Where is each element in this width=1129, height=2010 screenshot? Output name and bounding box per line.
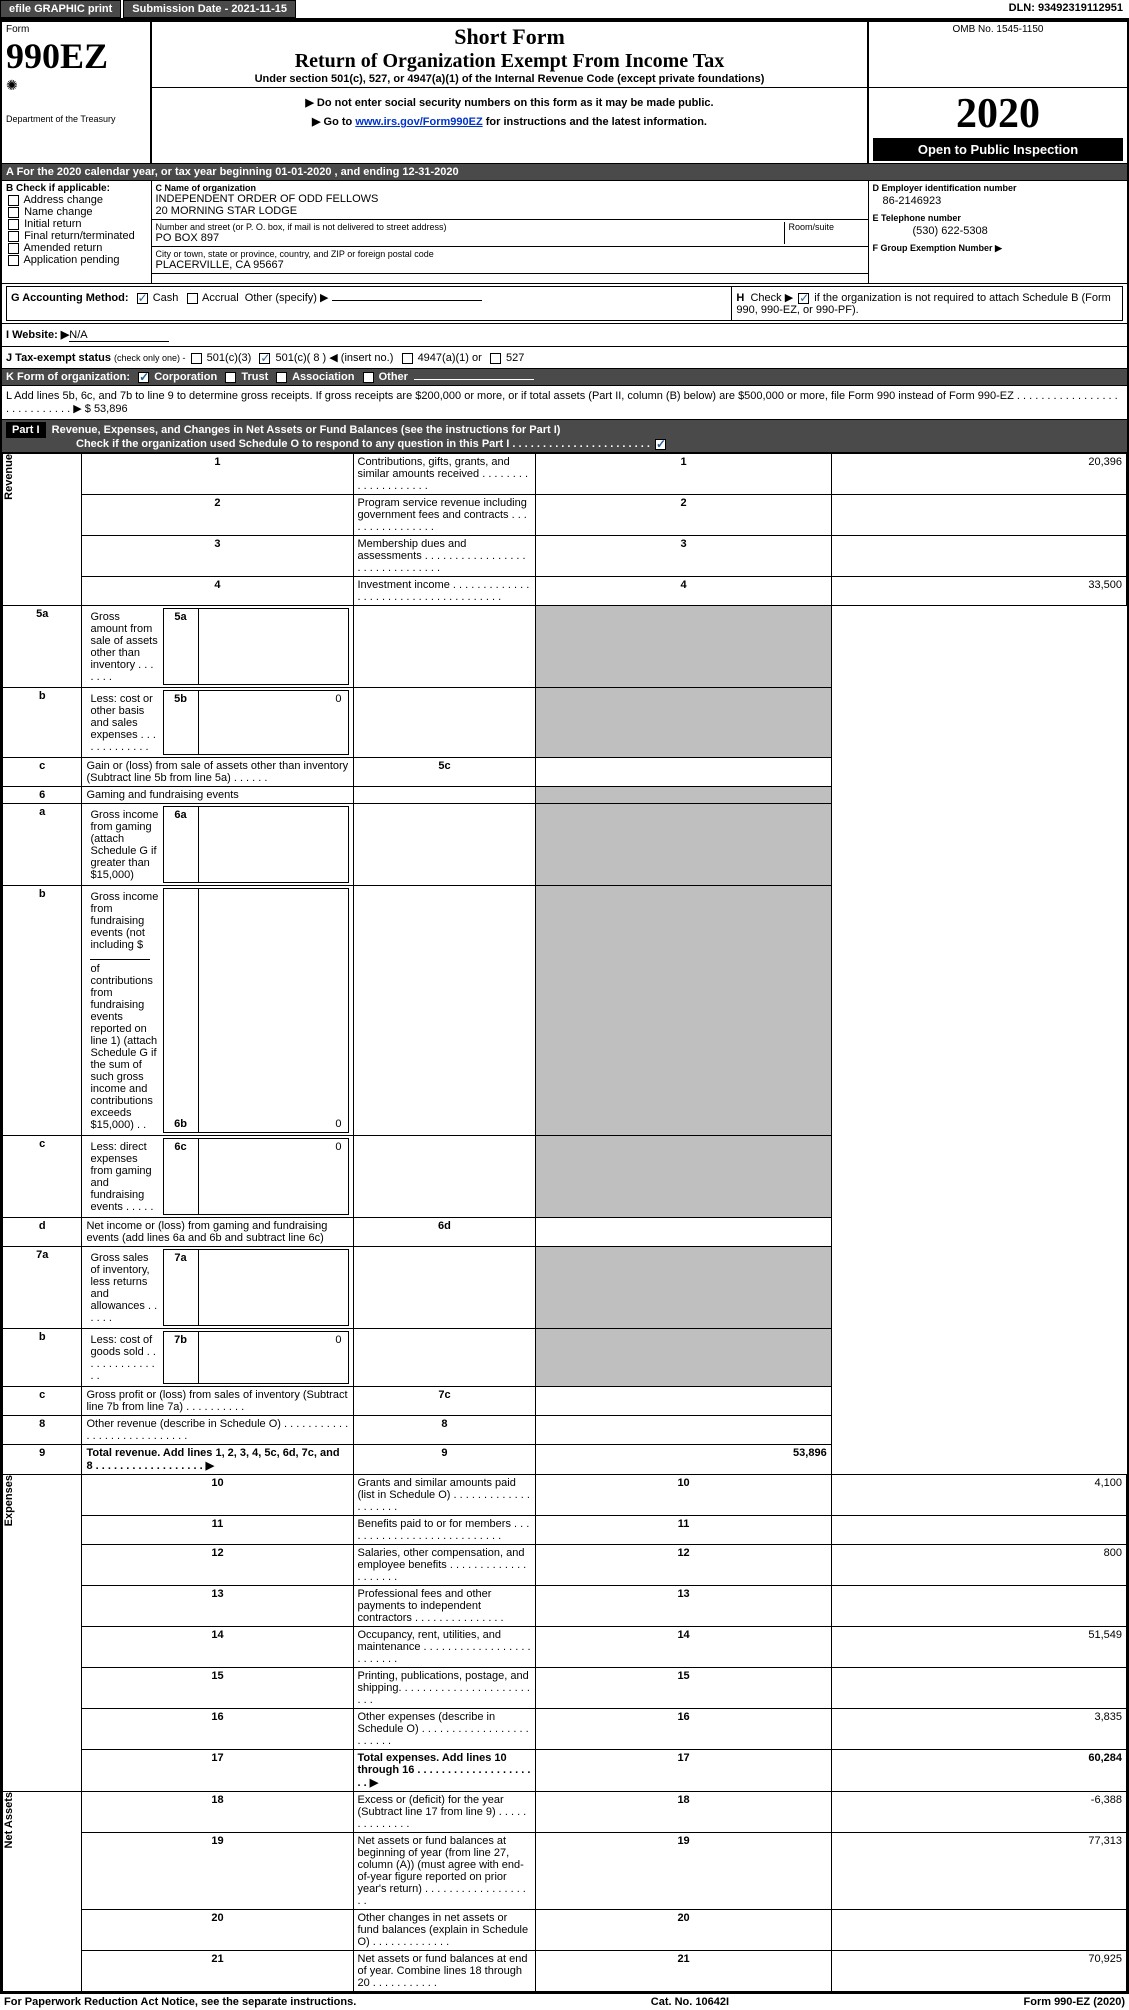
section-c-street: Number and street (or P. O. box, if mail… — [151, 220, 868, 247]
line-amount-1: 20,396 — [831, 454, 1126, 495]
line-amount-9: 53,896 — [536, 1445, 831, 1475]
section-c-name: C Name of organization INDEPENDENT ORDER… — [151, 181, 868, 220]
schedule-o-checkbox[interactable] — [655, 439, 666, 450]
efile-print-button[interactable]: efile GRAPHIC print — [0, 0, 121, 18]
submission-date-button[interactable]: Submission Date - 2021-11-15 — [123, 0, 296, 18]
section-def: D Employer identification number 86-2146… — [868, 181, 1128, 284]
501c3-checkbox[interactable] — [191, 353, 202, 364]
line-amount-15 — [831, 1668, 1126, 1709]
main-title: Return of Organization Exempt From Incom… — [156, 50, 863, 73]
line-amount-13 — [831, 1586, 1126, 1627]
line-amount-11 — [831, 1516, 1126, 1545]
final-return-checkbox[interactable] — [8, 231, 19, 242]
part1-label: Part I — [6, 422, 46, 438]
line-text-1: Contributions, gifts, grants, and simila… — [353, 454, 536, 495]
top-bar: efile GRAPHIC print Submission Date - 20… — [0, 0, 1129, 20]
line-a: A For the 2020 calendar year, or tax yea… — [1, 164, 1128, 181]
footer: For Paperwork Reduction Act Notice, see … — [0, 1994, 1129, 2010]
omb-label: OMB No. 1545-1150 — [873, 24, 1123, 35]
line-amount-12: 800 — [831, 1545, 1126, 1586]
line-l-value: ▶ $ 53,896 — [73, 403, 127, 415]
form-word: Form — [6, 24, 146, 35]
application-pending-checkbox[interactable] — [8, 255, 19, 266]
other-org-checkbox[interactable] — [363, 372, 374, 383]
revenue-label: Revenue — [3, 454, 25, 500]
line-amount-17: 60,284 — [831, 1750, 1126, 1792]
section-b: B Check if applicable: Address change Na… — [1, 181, 151, 284]
line-amount-14: 51,549 — [831, 1627, 1126, 1668]
ssn-warning: ▶ Do not enter social security numbers o… — [156, 96, 863, 109]
line-text-4: Investment income . . . . . . . . . . . … — [353, 577, 536, 606]
line-amount-3 — [831, 536, 1126, 577]
part1-heading: Revenue, Expenses, and Changes in Net As… — [52, 424, 561, 436]
line-amount-8 — [536, 1416, 831, 1445]
schedule-b-checkbox[interactable] — [798, 293, 809, 304]
netassets-label: Net Assets — [3, 1792, 25, 1848]
cash-checkbox[interactable] — [137, 293, 148, 304]
section-c-city: City or town, state or province, country… — [151, 247, 868, 274]
4947-checkbox[interactable] — [402, 353, 413, 364]
trust-checkbox[interactable] — [225, 372, 236, 383]
association-checkbox[interactable] — [276, 372, 287, 383]
form-number: 990EZ — [6, 35, 146, 77]
cat-no: Cat. No. 10642I — [651, 1996, 729, 2008]
corporation-checkbox[interactable] — [138, 372, 149, 383]
amended-return-checkbox[interactable] — [8, 243, 19, 254]
line-amount-20 — [831, 1910, 1126, 1951]
form-table: Form 990EZ ✺ Department of the Treasury … — [0, 20, 1129, 1994]
line-amount-4: 33,500 — [831, 577, 1126, 606]
irs-link[interactable]: www.irs.gov/Form990EZ — [355, 116, 482, 128]
open-to-public: Open to Public Inspection — [873, 138, 1123, 161]
form-ref: Form 990-EZ (2020) — [1024, 1996, 1126, 2008]
line-amount-2 — [831, 495, 1126, 536]
line-l-text: L Add lines 5b, 6c, and 7b to line 9 to … — [6, 390, 1014, 402]
expenses-label: Expenses — [3, 1475, 25, 1526]
line-text-3: Membership dues and assessments . . . . … — [353, 536, 536, 577]
subtitle: Under section 501(c), 527, or 4947(a)(1)… — [156, 73, 863, 85]
line-text-2: Program service revenue including govern… — [353, 495, 536, 536]
dept-treasury: Department of the Treasury — [6, 114, 146, 124]
initial-return-checkbox[interactable] — [8, 219, 19, 230]
address-change-checkbox[interactable] — [8, 195, 19, 206]
paperwork-notice: For Paperwork Reduction Act Notice, see … — [4, 1996, 356, 2008]
line-amount-10: 4,100 — [831, 1475, 1126, 1516]
accrual-checkbox[interactable] — [187, 293, 198, 304]
name-change-checkbox[interactable] — [8, 207, 19, 218]
part1-table: Revenue 1 Contributions, gifts, grants, … — [2, 453, 1127, 1992]
dln-label: DLN: 93492319112951 — [1003, 0, 1129, 18]
line-amount-19: 77,313 — [831, 1833, 1126, 1910]
line-amount-16: 3,835 — [831, 1709, 1126, 1750]
line-amount-18: -6,388 — [831, 1792, 1126, 1833]
short-form-title: Short Form — [156, 24, 863, 50]
goto-line: ▶ Go to www.irs.gov/Form990EZ for instru… — [156, 115, 863, 128]
tax-year: 2020 — [873, 90, 1123, 138]
501c-checkbox[interactable] — [259, 353, 270, 364]
527-checkbox[interactable] — [490, 353, 501, 364]
line-amount-21: 70,925 — [831, 1951, 1126, 1992]
website-value: N/A — [69, 329, 169, 342]
